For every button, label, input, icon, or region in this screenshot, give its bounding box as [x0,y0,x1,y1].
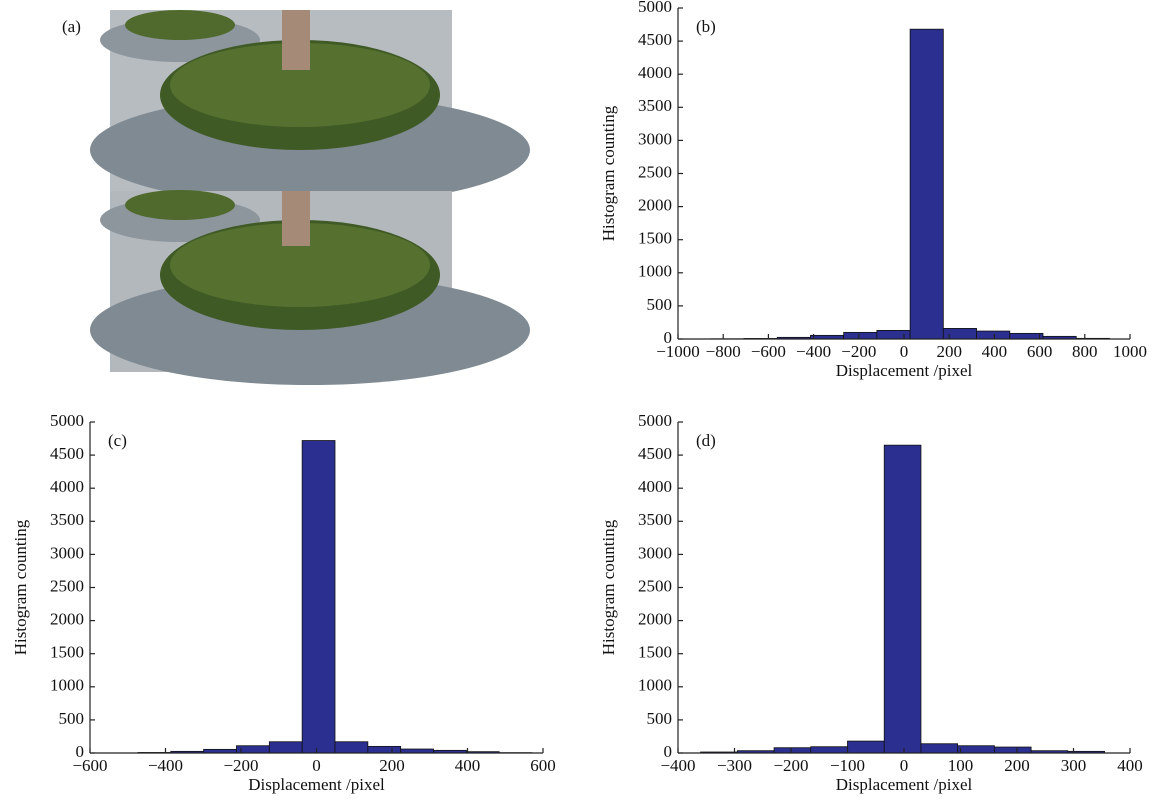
y-tick-label: 4500 [50,444,84,463]
y-tick-label: 1000 [50,676,84,695]
panel-label: (a) [62,17,81,36]
bar [367,745,402,754]
y-tick-label: 3000 [638,129,672,148]
panel-label: (d) [696,431,716,450]
bar [1009,332,1044,340]
y-tick-label: 5000 [50,411,84,430]
x-axis-label: Displacement /pixel [248,775,385,794]
bar [883,444,922,754]
x-axis-label: Displacement /pixel [836,361,973,380]
y-tick-label: 2500 [638,162,672,181]
bar [876,329,911,340]
y-tick-label: 5000 [638,0,672,16]
y-tick-label: 1000 [638,676,672,695]
bar [976,330,1011,340]
bar [909,28,944,340]
x-tick-label: 300 [1061,756,1087,775]
x-tick-label: 400 [455,756,481,775]
x-tick-label: −600 [751,342,786,361]
y-tick-label: 5000 [638,411,672,430]
y-tick-label: 3500 [638,510,672,529]
x-tick-label: 1000 [1113,342,1147,361]
x-tick-label: −600 [72,756,107,775]
x-tick-label: −200 [841,342,876,361]
y-tick-label: 3500 [50,510,84,529]
x-axis-label: Displacement /pixel [836,775,973,794]
x-tick-label: −400 [148,756,183,775]
x-tick-label: 200 [1004,756,1030,775]
x-tick-label: −400 [660,756,695,775]
bar [773,747,812,754]
x-tick-label: −1000 [656,342,700,361]
bar [942,328,977,340]
y-axis-label: Histogram counting [599,519,618,655]
x-tick-label: 600 [530,756,556,775]
bar [920,743,959,754]
y-tick-label: 3000 [638,543,672,562]
panel-label: (c) [108,431,127,450]
bar [810,746,848,754]
x-tick-label: −800 [706,342,741,361]
x-tick-label: 400 [1117,756,1143,775]
y-tick-label: 3000 [50,543,84,562]
bar [847,740,885,754]
y-tick-label: 4500 [638,30,672,49]
x-tick-label: 800 [1072,342,1098,361]
bar [994,746,1032,754]
x-tick-label: 200 [936,342,962,361]
y-tick-label: 2000 [50,610,84,629]
y-tick-label: 2500 [638,576,672,595]
y-tick-label: 0 [664,328,673,347]
x-tick-label: 600 [1027,342,1053,361]
y-tick-label: 4500 [638,444,672,463]
y-axis-label: Histogram counting [599,105,618,241]
x-tick-label: 400 [982,342,1008,361]
y-tick-label: 2500 [50,576,84,595]
x-tick-label: 100 [948,756,974,775]
x-tick-label: 0 [900,342,909,361]
y-tick-label: 2000 [638,196,672,215]
y-tick-label: 4000 [638,63,672,82]
y-tick-label: 1500 [638,229,672,248]
x-tick-label: 200 [379,756,405,775]
y-tick-label: 500 [647,709,673,728]
y-tick-label: 500 [59,709,85,728]
y-tick-label: 0 [76,742,85,761]
bar [957,745,995,754]
y-tick-label: 500 [647,295,673,314]
x-tick-label: −200 [223,756,258,775]
y-tick-label: 2000 [638,610,672,629]
y-tick-label: 1000 [638,262,672,281]
x-tick-label: −300 [717,756,752,775]
y-tick-label: 1500 [638,643,672,662]
bar [843,331,878,340]
bar [334,741,369,754]
y-tick-label: 0 [664,742,673,761]
y-tick-label: 1500 [50,643,84,662]
x-tick-label: 0 [900,756,909,775]
y-axis-label: Histogram counting [11,519,30,655]
y-tick-label: 4000 [638,477,672,496]
bar [268,741,303,754]
photo [90,10,530,385]
x-tick-label: −400 [796,342,831,361]
panel-label: (b) [696,17,716,36]
y-tick-label: 3500 [638,96,672,115]
y-tick-label: 4000 [50,477,84,496]
bar [301,440,336,754]
x-tick-label: 0 [312,756,321,775]
x-tick-label: −200 [773,756,808,775]
x-tick-label: −100 [830,756,865,775]
